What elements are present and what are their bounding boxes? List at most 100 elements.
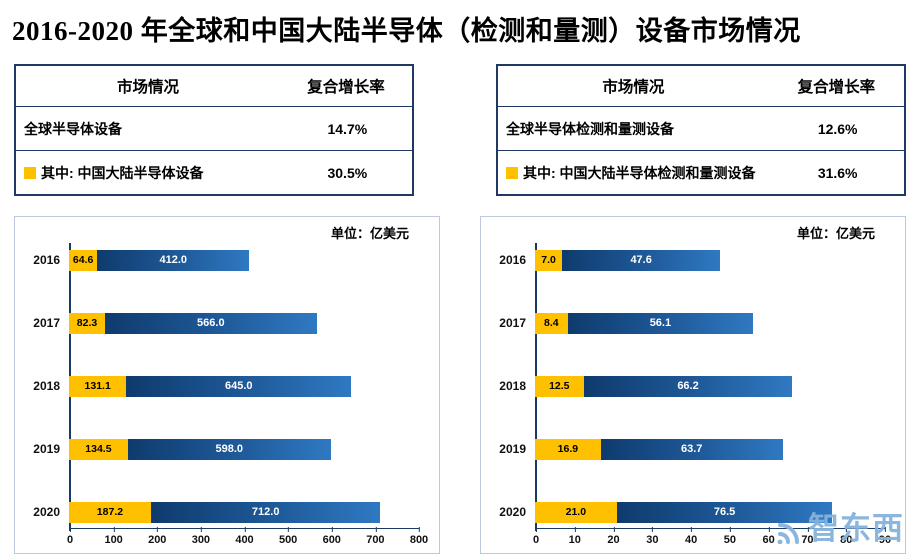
bar-segment-global: 56.1 (567, 312, 754, 334)
row-value: 12.6% (817, 120, 858, 137)
bar-segment-china: 64.6 (69, 249, 98, 271)
year-label: 2019 (499, 442, 526, 456)
bar-segment-china: 16.9 (535, 438, 601, 460)
x-tick-label: 0 (66, 527, 74, 546)
row-value: 30.5% (327, 164, 368, 181)
row-label: 其中: 中国大陆半导体设备 (16, 163, 283, 183)
bar-segment-china: 21.0 (535, 501, 617, 523)
x-tick-label: 800 (409, 527, 429, 546)
bar-segment-china: 131.1 (69, 375, 127, 397)
x-tick-label: 10 (568, 527, 581, 546)
bar-segment-china: 82.3 (69, 312, 105, 334)
bar-track: 131.1 645.0 (69, 375, 419, 397)
row-value: 31.6% (817, 164, 858, 181)
header-cagr: 复合增长率 (797, 79, 876, 96)
signal-icon (777, 523, 799, 544)
table-row-global: 全球半导体检测和量测设备 12.6% (498, 107, 904, 151)
year-label: 2016 (499, 253, 526, 267)
bar-segment-china: 8.4 (535, 312, 568, 334)
x-tick-label: 60 (762, 527, 775, 546)
bar-segment-global: 66.2 (583, 375, 793, 397)
x-tick-label: 0 (532, 527, 540, 546)
header-market: 市场情况 (602, 79, 665, 96)
x-tick-label: 200 (148, 527, 167, 546)
bar-segment-global: 76.5 (616, 501, 833, 523)
chart-row: 2017 82.3 566.0 (23, 312, 419, 334)
bar-segment-global: 47.6 (562, 249, 721, 271)
bar-track: 134.5 598.0 (69, 438, 419, 460)
x-tick-label: 90 (878, 527, 892, 546)
year-label: 2020 (33, 505, 60, 519)
x-axis-ticks: 0 10 20 30 40 50 60 70 80 90 (532, 527, 891, 550)
bar-chart-semiconductor-equipment: 单位：亿美元 2016 64.6 412.0 2017 82.3 566.0 2018 131… (14, 216, 440, 554)
x-tick-label: 700 (366, 527, 385, 546)
row-label: 全球半导体设备 (24, 120, 122, 137)
bar-track: 187.2 712.0 (69, 501, 419, 523)
page-title: 2016-2020 年全球和中国大陆半导体（检测和量测）设备市场情况 (12, 16, 801, 46)
chart-row: 2020 187.2 712.0 (23, 501, 419, 523)
cagr-table-left: 市场情况 复合增长率 全球半导体设备 14.7% 其中: 中国大陆半导体设备 3… (14, 64, 414, 196)
row-value: 14.7% (327, 120, 368, 137)
x-tick-label: 600 (322, 527, 341, 546)
x-tick-label: 80 (840, 527, 853, 546)
unit-label: 单位：亿美元 (330, 226, 409, 241)
bar-track: 16.9 63.7 (535, 438, 885, 460)
cagr-table-right: 市场情况 复合增长率 全球半导体检测和量测设备 12.6% 其中: 中国大陆半导… (496, 64, 906, 196)
bar-track: 64.6 412.0 (69, 249, 419, 271)
bar-segment-global: 645.0 (126, 375, 352, 397)
row-label-text: 其中: 中国大陆半导体设备 (41, 164, 204, 181)
x-tick-label: 20 (607, 527, 620, 546)
x-tick-label: 40 (684, 527, 698, 546)
panels-container: 市场情况 复合增长率 全球半导体设备 14.7% 其中: 中国大陆半导体设备 3… (0, 48, 914, 554)
bar-segment-global: 63.7 (600, 438, 783, 460)
chart-row: 2016 7.0 47.6 (489, 249, 885, 271)
year-label: 2019 (33, 442, 60, 456)
table-row-global: 全球半导体设备 14.7% (16, 107, 412, 151)
table-header-row: 市场情况 复合增长率 (16, 66, 412, 107)
table-row-china: 其中: 中国大陆半导体设备 30.5% (16, 151, 412, 194)
chart-row: 2019 134.5 598.0 (23, 438, 419, 460)
row-label: 其中: 中国大陆半导体检测和量测设备 (498, 163, 771, 183)
x-axis-line (535, 527, 885, 529)
bar-segment-china: 7.0 (535, 249, 563, 271)
x-tick-label: 70 (801, 527, 814, 546)
chart-row: 2017 8.4 56.1 (489, 312, 885, 334)
yellow-square-icon (506, 166, 518, 179)
bar-track: 8.4 56.1 (535, 312, 885, 334)
year-label: 2018 (499, 379, 526, 393)
chart-row: 2019 16.9 63.7 (489, 438, 885, 460)
panel-semiconductor-equipment: 市场情况 复合增长率 全球半导体设备 14.7% 其中: 中国大陆半导体设备 3… (14, 64, 440, 554)
row-label-text: 其中: 中国大陆半导体检测和量测设备 (523, 164, 756, 181)
year-label: 2020 (499, 505, 526, 519)
header-market: 市场情况 (116, 79, 179, 96)
bar-segment-global: 712.0 (150, 501, 381, 523)
watermark-text: 智东西 (808, 511, 904, 546)
header-cagr: 复合增长率 (307, 79, 385, 96)
x-tick-label: 400 (235, 527, 254, 546)
table-header-row: 市场情况 复合增长率 (498, 66, 904, 107)
unit-label: 单位：亿美元 (796, 226, 875, 241)
bar-segment-china: 134.5 (69, 438, 128, 460)
panel-test-measurement-equipment: 市场情况 复合增长率 全球半导体检测和量测设备 12.6% 其中: 中国大陆半导… (480, 64, 906, 554)
chart-bars: 2016 64.6 412.0 2017 82.3 566.0 2018 131.1 645.0… (23, 249, 419, 523)
bar-segment-china: 187.2 (69, 501, 151, 523)
x-axis-ticks: 0 100 200 300 400 500 600 700 800 (66, 527, 428, 550)
x-tick-label: 50 (723, 527, 736, 546)
x-tick-label: 500 (278, 527, 298, 546)
bar-track: 21.0 76.5 (535, 501, 885, 523)
x-tick-label: 300 (191, 527, 211, 546)
chart-row: 2016 64.6 412.0 (23, 249, 419, 271)
chart-row: 2018 12.5 66.2 (489, 375, 885, 397)
bar-track: 7.0 47.6 (535, 249, 885, 271)
year-label: 2017 (33, 316, 60, 330)
year-label: 2018 (33, 379, 60, 393)
row-label: 全球半导体检测和量测设备 (506, 120, 674, 137)
chart-row: 2018 131.1 645.0 (23, 375, 419, 397)
x-tick-label: 30 (646, 527, 659, 546)
bar-chart-test-measurement: 单位：亿美元 2016 7.0 47.6 2017 8.4 56.1 2018 12.5 66.… (480, 216, 906, 554)
bar-track: 12.5 66.2 (535, 375, 885, 397)
x-tick-label: 100 (104, 527, 123, 546)
watermark-zhidx: 智东西 (776, 513, 904, 544)
x-axis-line (69, 527, 419, 529)
yellow-square-icon (24, 166, 36, 179)
